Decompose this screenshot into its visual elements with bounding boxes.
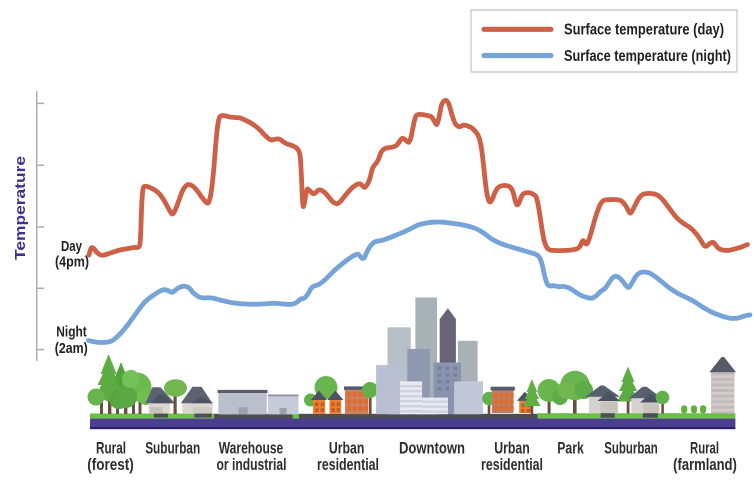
svg-text:or industrial: or industrial bbox=[217, 456, 287, 474]
svg-text:(4pm): (4pm) bbox=[55, 255, 89, 271]
svg-text:(forest): (forest) bbox=[87, 456, 134, 474]
svg-text:Night: Night bbox=[56, 324, 87, 340]
svg-text:Downtown: Downtown bbox=[399, 439, 465, 457]
svg-text:Suburban: Suburban bbox=[145, 439, 200, 457]
svg-text:Rural: Rural bbox=[690, 439, 719, 457]
svg-text:Rural: Rural bbox=[96, 439, 126, 457]
svg-text:(2am): (2am) bbox=[55, 341, 88, 357]
svg-text:Day: Day bbox=[61, 239, 82, 255]
svg-text:Surface temperature (night): Surface temperature (night) bbox=[564, 48, 731, 65]
svg-text:Urban: Urban bbox=[494, 439, 530, 457]
svg-text:Temperature: Temperature bbox=[13, 156, 29, 260]
svg-text:residential: residential bbox=[481, 456, 543, 474]
svg-text:residential: residential bbox=[317, 456, 379, 474]
svg-text:Urban: Urban bbox=[329, 439, 365, 457]
svg-text:Suburban: Suburban bbox=[604, 439, 658, 457]
svg-text:Park: Park bbox=[557, 439, 584, 457]
svg-text:Warehouse: Warehouse bbox=[219, 439, 284, 457]
svg-text:(farmland): (farmland) bbox=[673, 456, 737, 474]
svg-text:Surface temperature (day): Surface temperature (day) bbox=[564, 22, 724, 39]
